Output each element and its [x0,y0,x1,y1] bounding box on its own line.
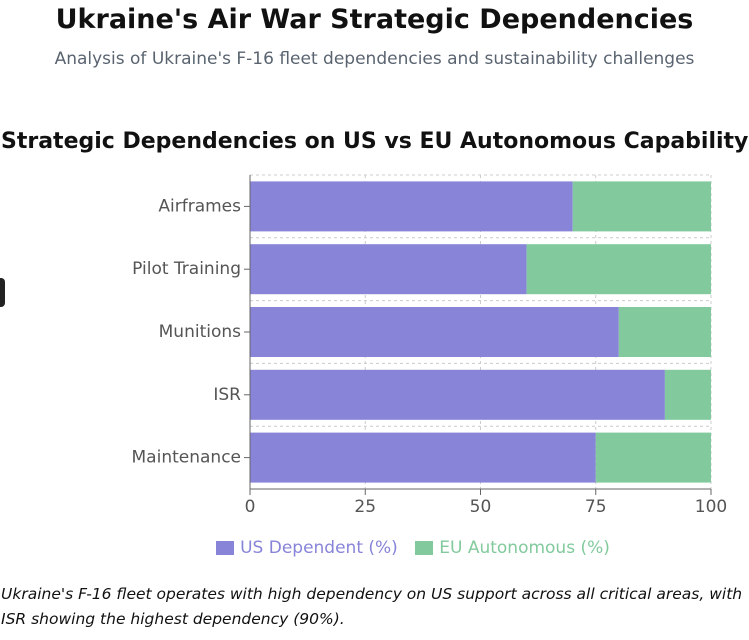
bar-eu-autonomous-pilot-training [526,244,711,295]
y-tick-label: ISR [213,385,241,405]
legend-item-eu-autonomous[interactable]: EU Autonomous (%) [415,538,610,558]
x-tick-label: 0 [245,497,256,517]
bar-us-dependent-pilot-training [250,244,527,295]
page-subtitle: Analysis of Ukraine's F-16 fleet depende… [54,49,695,69]
bar-us-dependent-munitions [250,307,619,357]
bars [250,181,711,483]
legend-swatch-eu [415,541,434,555]
x-tick-label: 25 [354,497,376,517]
bar-us-dependent-maintenance [250,432,596,483]
bar-us-dependent-isr [250,369,665,420]
y-tick-label: Maintenance [132,448,241,468]
x-tick-label: 50 [470,497,492,517]
axes: Airframes Pilot Training Munitions ISR Maint… [132,175,727,517]
chart-legend: US Dependent (%) EU Autonomous (%) [0,538,749,560]
bar-eu-autonomous-airframes [572,181,711,232]
bar-eu-autonomous-munitions [618,307,711,357]
x-tick-label: 100 [695,497,727,517]
legend-swatch-us [216,541,235,555]
legend-label-us: US Dependent (%) [240,538,398,558]
bar-us-dependent-airframes [250,181,573,232]
bar-eu-autonomous-maintenance [595,432,711,483]
y-tick-label: Airframes [158,196,241,216]
legend-item-us-dependent[interactable]: US Dependent (%) [216,538,398,558]
page-title: Ukraine's Air War Strategic Dependencies [55,4,694,35]
y-tick-label: Pilot Training [132,259,241,279]
bar-eu-autonomous-isr [664,369,711,420]
x-tick-label: 75 [585,497,607,517]
y-tick-label: Munitions [159,322,242,342]
chart-title: Strategic Dependencies on US vs EU Auton… [1,129,749,154]
side-drawer-handle[interactable] [0,278,5,307]
legend-label-eu: EU Autonomous (%) [439,538,610,558]
chart-caption: Ukraine's F-16 fleet operates with high … [1,585,743,628]
